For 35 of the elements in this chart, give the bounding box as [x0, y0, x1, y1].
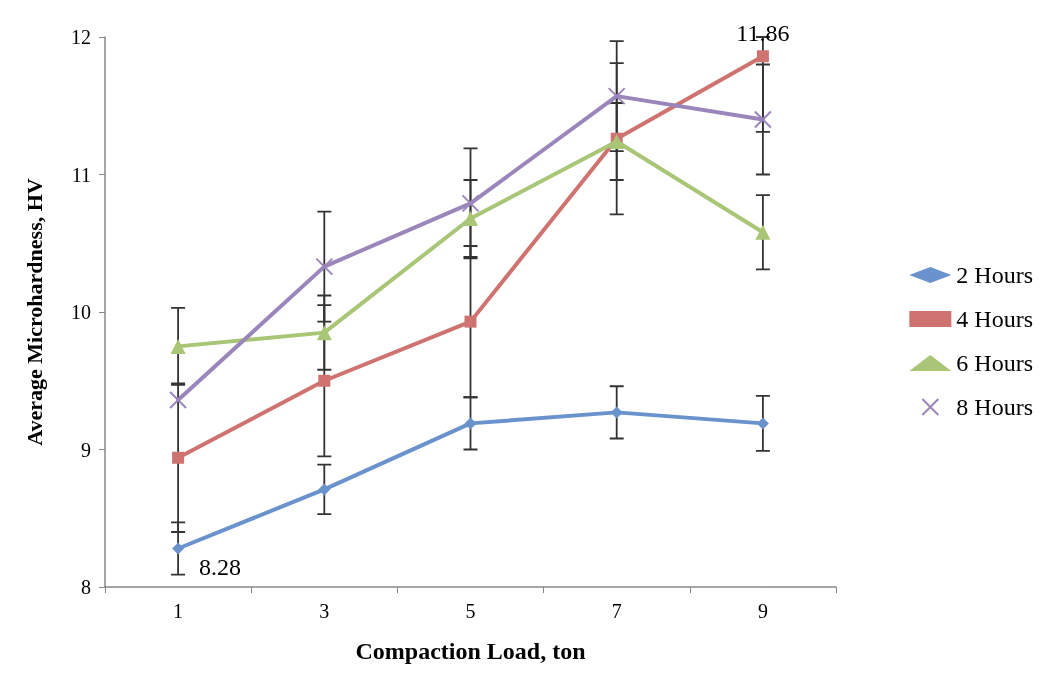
y-tick-label: 9: [81, 438, 91, 461]
legend-label: 8 Hours: [956, 394, 1034, 420]
x-tick-label: 5: [465, 600, 476, 622]
point: [318, 374, 331, 387]
point: [755, 224, 771, 240]
point: [463, 211, 478, 226]
point: [170, 338, 186, 354]
data-label: 11.86: [736, 20, 790, 47]
point: [318, 483, 331, 496]
legend-label: 6 Hours: [956, 350, 1034, 376]
point: [609, 134, 625, 149]
point: [753, 110, 772, 129]
y-tick-label: 11: [71, 163, 91, 186]
x-tick-label: 1: [173, 600, 184, 622]
x-tick-label: 9: [757, 600, 768, 622]
x-axis-title: Compaction Load, ton: [355, 638, 586, 664]
x-tick-label: 3: [319, 600, 330, 622]
point: [464, 315, 477, 328]
point: [607, 87, 626, 106]
point: [464, 417, 477, 430]
point: [169, 391, 188, 409]
point: [172, 451, 185, 464]
y-tick-label: 12: [71, 26, 91, 48]
data-label: 8.28: [199, 553, 242, 580]
y-tick-label: 8: [81, 576, 91, 598]
point: [461, 194, 480, 213]
y-axis-title: Average Microhardness, HV: [21, 178, 47, 446]
point: [316, 325, 332, 341]
point: [756, 50, 769, 63]
legend-label: 4 Hours: [956, 306, 1034, 332]
y-tick-label: 10: [71, 301, 91, 323]
point: [172, 542, 185, 555]
legend-label: 2 Hours: [956, 262, 1034, 288]
point: [315, 257, 334, 276]
x-tick-label: 7: [611, 600, 622, 622]
